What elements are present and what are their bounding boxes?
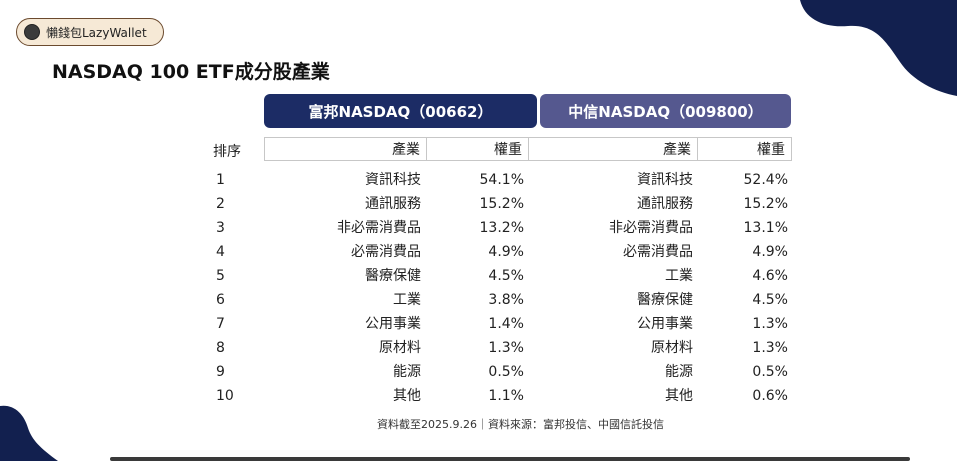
fund1-industry-cell: 其他 bbox=[393, 388, 421, 404]
brand-badge[interactable]: 懶錢包LazyWallet bbox=[16, 18, 164, 46]
rank-cell: 2 bbox=[216, 196, 225, 212]
rank-cell: 9 bbox=[216, 364, 225, 380]
table-row: 2 通訊服務 15.2% 通訊服務 15.2% bbox=[0, 192, 957, 216]
fund1-weight-cell: 54.1% bbox=[479, 172, 524, 188]
fund2-industry-cell: 非必需消費品 bbox=[609, 220, 693, 236]
fund1-industry-cell: 非必需消費品 bbox=[337, 220, 421, 236]
fund2-industry-cell: 其他 bbox=[665, 388, 693, 404]
fund1-industry-cell: 公用事業 bbox=[365, 316, 421, 332]
fund1-weight-cell: 4.9% bbox=[488, 244, 524, 260]
fund2-industry-cell: 工業 bbox=[665, 268, 693, 284]
table-row: 8 原材料 1.3% 原材料 1.3% bbox=[0, 336, 957, 360]
rank-cell: 5 bbox=[216, 268, 225, 284]
fund1-weight-cell: 4.5% bbox=[488, 268, 524, 284]
fund1-industry-cell: 能源 bbox=[393, 364, 421, 380]
table-row: 6 工業 3.8% 醫療保健 4.5% bbox=[0, 288, 957, 312]
fund-header-ctbc: 中信NASDAQ（009800） bbox=[540, 94, 791, 128]
fund1-industry-cell: 原材料 bbox=[379, 340, 421, 356]
fund2-weight-header: 權重 bbox=[697, 137, 792, 161]
fund2-weight-cell: 4.6% bbox=[752, 268, 788, 284]
fund1-industry-cell: 資訊科技 bbox=[365, 172, 421, 188]
fund1-industry-cell: 工業 bbox=[393, 292, 421, 308]
rank-cell: 4 bbox=[216, 244, 225, 260]
table-row: 10 其他 1.1% 其他 0.6% bbox=[0, 384, 957, 408]
fund1-industry-cell: 必需消費品 bbox=[351, 244, 421, 260]
fund1-weight-cell: 0.5% bbox=[488, 364, 524, 380]
page-title: NASDAQ 100 ETF成分股產業 bbox=[52, 61, 330, 83]
fund1-weight-header: 權重 bbox=[426, 137, 529, 161]
fund2-weight-cell: 0.5% bbox=[752, 364, 788, 380]
fund1-weight-cell: 3.8% bbox=[488, 292, 524, 308]
table-row: 3 非必需消費品 13.2% 非必需消費品 13.1% bbox=[0, 216, 957, 240]
fund2-weight-cell: 15.2% bbox=[743, 196, 788, 212]
rank-cell: 1 bbox=[216, 172, 225, 188]
rank-cell: 10 bbox=[216, 388, 234, 404]
fund1-weight-cell: 1.4% bbox=[488, 316, 524, 332]
fund2-industry-cell: 必需消費品 bbox=[623, 244, 693, 260]
table-row: 1 資訊科技 54.1% 資訊科技 52.4% bbox=[0, 168, 957, 192]
fund1-industry-cell: 醫療保健 bbox=[365, 268, 421, 284]
rank-cell: 3 bbox=[216, 220, 225, 236]
fund1-weight-cell: 1.3% bbox=[488, 340, 524, 356]
fund2-industry-header: 產業 bbox=[528, 137, 698, 161]
fund1-weight-cell: 13.2% bbox=[479, 220, 524, 236]
fund2-weight-cell: 0.6% bbox=[752, 388, 788, 404]
rank-cell: 6 bbox=[216, 292, 225, 308]
bottom-divider bbox=[110, 457, 910, 461]
fund2-industry-cell: 醫療保健 bbox=[637, 292, 693, 308]
brand-logo-icon bbox=[24, 24, 40, 40]
fund1-industry-cell: 通訊服務 bbox=[365, 196, 421, 212]
fund2-weight-cell: 52.4% bbox=[743, 172, 788, 188]
table-row: 5 醫療保健 4.5% 工業 4.6% bbox=[0, 264, 957, 288]
fund-header-fubon: 富邦NASDAQ（00662） bbox=[264, 94, 537, 128]
rank-cell: 8 bbox=[216, 340, 225, 356]
fund1-industry-header: 產業 bbox=[264, 137, 427, 161]
brand-name: 懶錢包LazyWallet bbox=[46, 25, 147, 40]
fund2-industry-cell: 能源 bbox=[665, 364, 693, 380]
fund2-weight-cell: 1.3% bbox=[752, 340, 788, 356]
fund2-industry-cell: 資訊科技 bbox=[637, 172, 693, 188]
fund2-industry-cell: 公用事業 bbox=[637, 316, 693, 332]
table-row: 4 必需消費品 4.9% 必需消費品 4.9% bbox=[0, 240, 957, 264]
fund2-weight-cell: 4.5% bbox=[752, 292, 788, 308]
table-row: 9 能源 0.5% 能源 0.5% bbox=[0, 360, 957, 384]
fund2-weight-cell: 4.9% bbox=[752, 244, 788, 260]
source-note: 資料截至2025.9.26｜資料來源：富邦投信、中國信託投信 bbox=[377, 418, 664, 431]
fund2-industry-cell: 通訊服務 bbox=[637, 196, 693, 212]
rank-column-header: 排序 bbox=[213, 144, 241, 160]
table-row: 7 公用事業 1.4% 公用事業 1.3% bbox=[0, 312, 957, 336]
fund1-weight-cell: 1.1% bbox=[488, 388, 524, 404]
rank-cell: 7 bbox=[216, 316, 225, 332]
corner-blob-bottom-left bbox=[0, 405, 58, 461]
fund2-industry-cell: 原材料 bbox=[651, 340, 693, 356]
corner-blob-top-right bbox=[800, 0, 957, 96]
fund1-weight-cell: 15.2% bbox=[479, 196, 524, 212]
fund2-weight-cell: 1.3% bbox=[752, 316, 788, 332]
fund2-weight-cell: 13.1% bbox=[743, 220, 788, 236]
